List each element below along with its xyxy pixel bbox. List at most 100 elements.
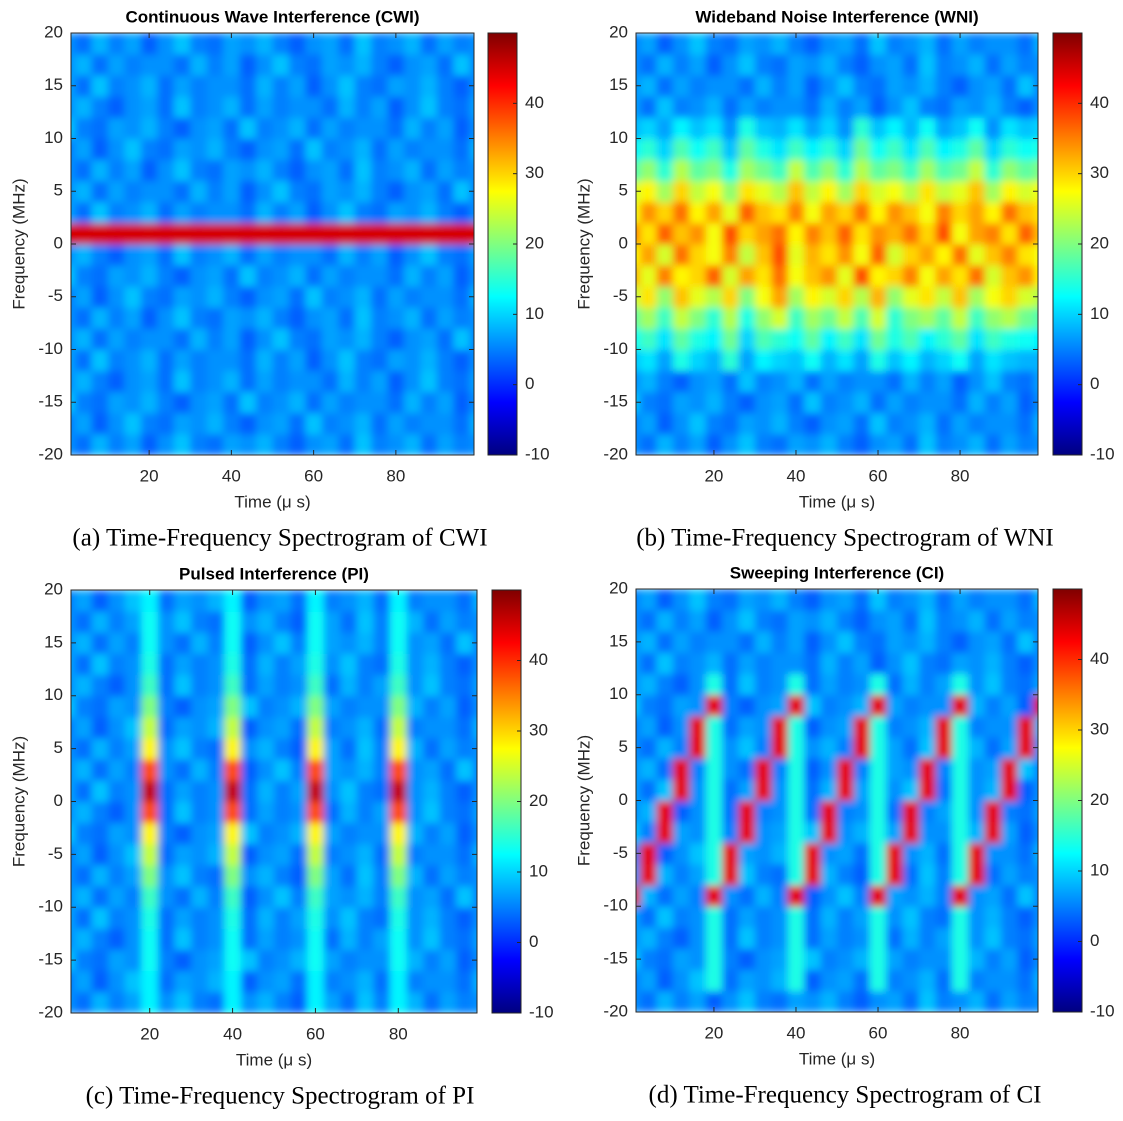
heatmap-cell xyxy=(356,590,374,612)
heatmap-cell xyxy=(340,886,358,908)
heatmap-cell xyxy=(472,780,477,802)
heatmap-cell xyxy=(124,590,142,612)
heatmap-cell xyxy=(640,244,658,266)
heatmap-cell xyxy=(1033,33,1038,55)
heatmap-cell xyxy=(951,673,969,696)
heatmap-cell xyxy=(257,822,275,845)
heatmap-cell xyxy=(223,159,241,182)
heatmap-cell xyxy=(672,948,690,971)
heatmap-cell xyxy=(274,653,292,676)
heatmap-cell xyxy=(436,96,454,118)
heatmap-cell xyxy=(636,328,641,350)
heatmap-cell xyxy=(257,801,275,824)
heatmap-cell xyxy=(935,286,953,308)
heatmap-cell xyxy=(754,433,772,455)
heatmap-cell xyxy=(869,885,887,907)
heatmap-cell xyxy=(1017,927,1035,950)
heatmap-cell xyxy=(305,286,323,308)
heatmap-cell xyxy=(256,265,273,287)
heatmap-cell xyxy=(705,391,723,414)
heatmap-cell xyxy=(290,843,308,866)
heatmap-cell xyxy=(173,159,191,182)
heatmap-cell xyxy=(689,286,707,308)
heatmap-cell xyxy=(71,222,76,245)
y-tick-label: -5 xyxy=(613,843,628,862)
heatmap-cell xyxy=(406,780,424,802)
heatmap-cell xyxy=(404,75,422,97)
heatmap-cell xyxy=(71,370,76,393)
heatmap-cell xyxy=(689,821,707,844)
heatmap-cell xyxy=(640,265,658,287)
heatmap-cell xyxy=(453,159,471,182)
heatmap-cell xyxy=(935,652,953,675)
heatmap-cell xyxy=(886,117,904,139)
heatmap-cell xyxy=(272,349,290,372)
heatmap-cell xyxy=(837,244,854,266)
heatmap-cell xyxy=(820,33,838,55)
heatmap-cell xyxy=(305,307,323,329)
heatmap-cell xyxy=(207,674,225,697)
heatmap-cell xyxy=(984,885,1002,907)
heatmap-cell xyxy=(738,927,756,950)
heatmap-cell xyxy=(141,632,159,654)
heatmap-cell xyxy=(951,906,969,928)
heatmap-cell xyxy=(886,885,904,907)
heatmap-cell xyxy=(290,886,308,908)
heatmap-cell xyxy=(705,54,723,76)
heatmap-cell xyxy=(820,779,838,801)
heatmap-cell xyxy=(754,75,772,97)
heatmap-cell xyxy=(804,610,822,632)
heatmap-cell xyxy=(141,822,159,845)
heatmap-cell xyxy=(124,138,142,161)
heatmap-cell xyxy=(207,780,225,802)
heatmap-cell xyxy=(837,391,854,414)
heatmap-cell xyxy=(804,779,822,801)
heatmap-cell xyxy=(984,307,1002,329)
heatmap-cell xyxy=(886,54,904,76)
heatmap-cell xyxy=(754,370,772,393)
heatmap-cell xyxy=(140,201,158,224)
heatmap-cell xyxy=(439,716,457,739)
heatmap-cell xyxy=(935,715,953,738)
heatmap-cell xyxy=(902,885,920,907)
heatmap-cell xyxy=(689,201,707,224)
heatmap-cell xyxy=(640,694,658,717)
heatmap-cell xyxy=(804,138,822,161)
heatmap-cell xyxy=(406,611,424,633)
heatmap-cell xyxy=(1033,244,1038,266)
heatmap-cell xyxy=(158,886,176,908)
heatmap-cell xyxy=(356,928,374,951)
heatmap-cell xyxy=(223,412,241,435)
heatmap-cell xyxy=(1033,412,1038,435)
heatmap-cell xyxy=(453,138,471,161)
x-tick-label: 60 xyxy=(304,466,323,485)
heatmap-cell xyxy=(738,737,756,759)
heatmap-cell xyxy=(321,75,339,97)
heatmap-cell xyxy=(754,412,772,435)
heatmap-cell xyxy=(935,779,953,801)
heatmap-cell xyxy=(190,265,208,287)
heatmap-cell xyxy=(820,286,838,308)
heatmap-cell xyxy=(951,737,969,759)
heatmap-cell xyxy=(968,990,986,1012)
heatmap-cell xyxy=(672,96,690,118)
heatmap-cell xyxy=(191,759,209,781)
heatmap-cell xyxy=(722,969,740,992)
heatmap-cell xyxy=(272,307,290,329)
heatmap-cell xyxy=(472,991,477,1013)
y-tick-label: 20 xyxy=(609,578,628,597)
heatmap-cell xyxy=(190,412,208,435)
heatmap-cell xyxy=(207,653,225,676)
heatmap-cell xyxy=(771,180,789,203)
heatmap-cell xyxy=(689,222,707,245)
heatmap-cell xyxy=(206,96,224,118)
heatmap-cell xyxy=(340,970,358,993)
heatmap-cell xyxy=(837,800,854,823)
heatmap-cell xyxy=(919,779,936,801)
heatmap-cell xyxy=(984,391,1002,414)
heatmap-cell xyxy=(207,864,225,887)
heatmap-cell xyxy=(754,694,772,717)
heatmap-cell xyxy=(754,800,772,823)
heatmap-cell xyxy=(406,949,424,972)
heatmap-cell xyxy=(141,970,159,993)
